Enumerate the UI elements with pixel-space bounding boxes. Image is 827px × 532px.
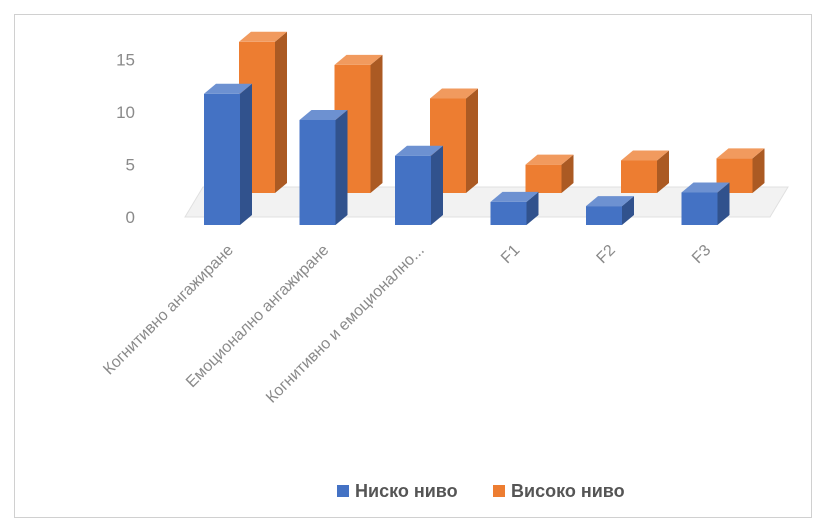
y-tick-label: 5	[126, 156, 135, 175]
legend-swatch	[337, 485, 349, 497]
y-tick-label: 10	[116, 103, 135, 122]
bar-nisko-nivo	[681, 182, 730, 225]
bar-nisko-nivo	[490, 191, 539, 225]
bar-chart: 0 5 10 15 Когнитивно ангажиранеЕмоционално …	[100, 31, 789, 501]
bars	[204, 31, 765, 225]
bar-visoko-nivo	[716, 148, 765, 193]
x-tick-label: F2	[594, 242, 619, 267]
bar-nisko-nivo	[586, 196, 634, 225]
bar-nisko-nivo	[395, 145, 443, 225]
x-tick-label: F3	[689, 242, 714, 267]
legend-swatch	[493, 485, 505, 497]
x-tick-label: Когнитивно и емоционално...	[263, 242, 428, 407]
bar-visoko-nivo	[525, 154, 574, 193]
legend-label: Високо ниво	[511, 481, 625, 501]
legend-label: Ниско ниво	[355, 481, 458, 501]
legend: Ниско ниво Високо ниво	[337, 481, 625, 501]
bar-visoko-nivo	[621, 150, 669, 193]
x-tick-label: F1	[498, 242, 523, 267]
bar-nisko-nivo	[299, 110, 348, 225]
y-tick-label: 0	[126, 208, 135, 227]
chart-area: 0 5 10 15 Когнитивно ангажиране Емоционално …	[14, 14, 812, 518]
legend-entry: Ниско ниво	[337, 481, 458, 501]
legend-entry: Високо ниво	[493, 481, 625, 501]
y-tick-label: 15	[116, 51, 135, 70]
y-axis: 0 5 10 15	[116, 51, 135, 228]
bar-nisko-nivo	[204, 83, 252, 225]
